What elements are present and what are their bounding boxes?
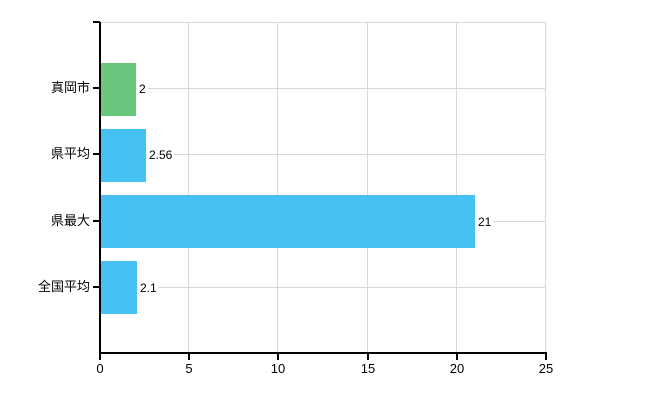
y-axis-tick xyxy=(93,153,100,155)
gridline-horizontal xyxy=(100,154,545,155)
bar-value-label: 2 xyxy=(137,81,148,97)
y-axis-line xyxy=(99,22,101,353)
x-axis-tick-label: 10 xyxy=(270,361,286,376)
gridline-horizontal xyxy=(100,287,545,288)
gridline-horizontal xyxy=(100,88,545,89)
gridline-vertical xyxy=(188,23,189,352)
bar-value-label: 2.56 xyxy=(147,147,175,163)
x-axis-tick-label: 25 xyxy=(538,361,554,376)
bar-value-label: 21 xyxy=(476,214,494,230)
x-axis-tick xyxy=(99,354,101,360)
x-axis-tick xyxy=(367,354,369,360)
x-axis-tick-label: 20 xyxy=(449,361,465,376)
y-axis-category-label: 全国平均 xyxy=(37,279,90,294)
x-axis-tick-label: 15 xyxy=(360,361,376,376)
y-axis-tick xyxy=(93,286,100,288)
y-axis-category-label: 県平均 xyxy=(50,146,90,161)
bar xyxy=(100,63,136,116)
x-axis-tick-label: 5 xyxy=(185,361,193,376)
y-axis-category-label: 県最大 xyxy=(50,213,90,228)
gridline-vertical xyxy=(456,23,457,352)
x-axis-tick-label: 0 xyxy=(96,361,104,376)
bar xyxy=(100,261,137,314)
x-axis-tick xyxy=(188,354,190,360)
y-axis-category-label: 真岡市 xyxy=(50,80,90,95)
x-axis-tick xyxy=(545,354,547,360)
y-axis-tick xyxy=(93,21,100,23)
y-axis-tick xyxy=(93,87,100,89)
y-axis-tick xyxy=(93,220,100,222)
bar xyxy=(100,129,146,182)
x-axis-tick xyxy=(456,354,458,360)
bar xyxy=(100,195,475,248)
x-axis-line xyxy=(99,352,547,354)
gridline-vertical xyxy=(277,23,278,352)
x-axis-tick xyxy=(277,354,279,360)
plot-area: 2 2.56 21 2.1 xyxy=(100,22,546,352)
gridline-vertical xyxy=(367,23,368,352)
bar-value-label: 2.1 xyxy=(138,280,159,296)
